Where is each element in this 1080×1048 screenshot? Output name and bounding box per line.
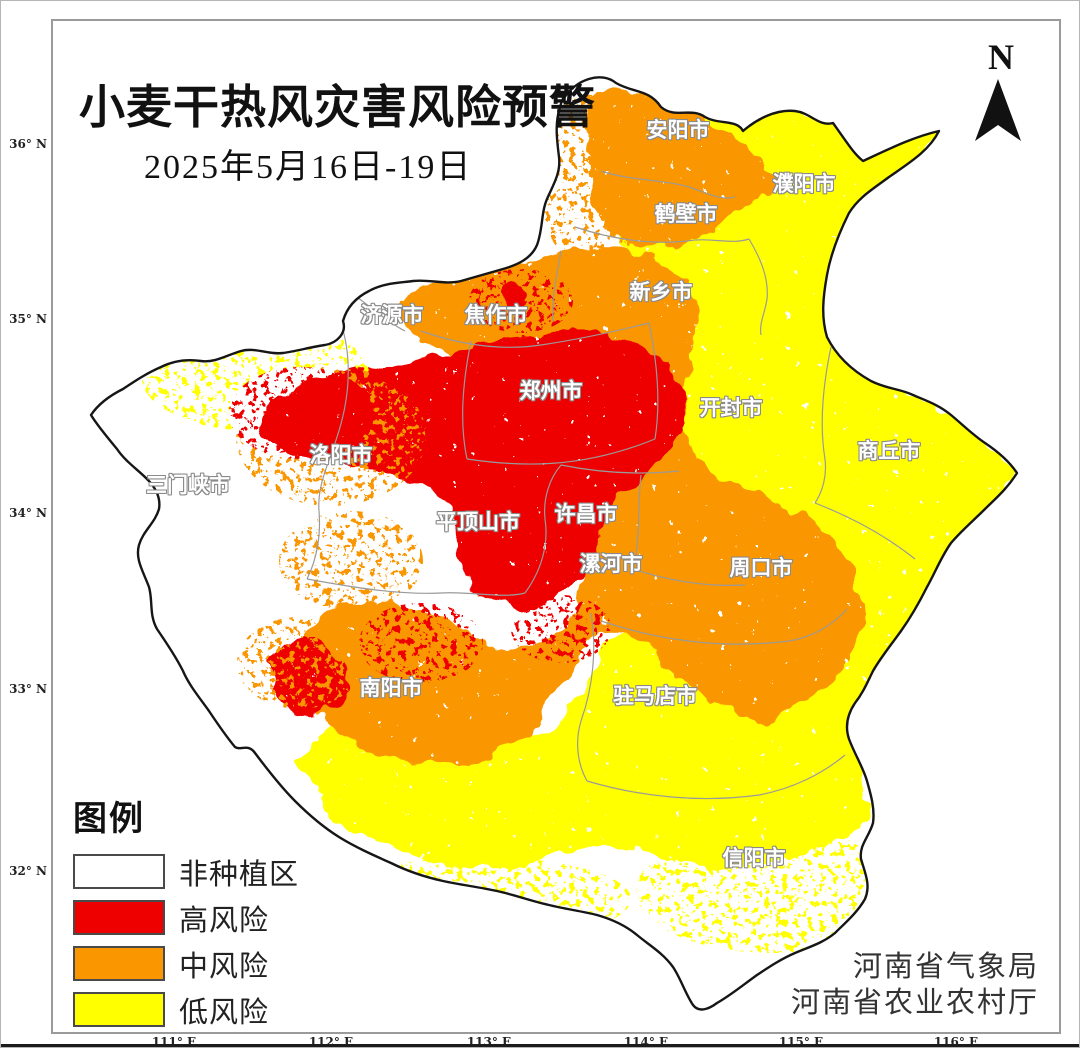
legend-swatch-high bbox=[73, 900, 165, 935]
date-range: 2025年5月16日-19日 bbox=[144, 149, 473, 186]
lat-label-36n: 36° N bbox=[9, 137, 47, 151]
legend-swatch-mid bbox=[73, 946, 165, 981]
speckle-low-xinyang bbox=[636, 829, 906, 953]
speckle-high-nanyang bbox=[359, 603, 483, 683]
speckle-high-jiaozuo bbox=[469, 269, 573, 333]
city-label-jiaozuo: 焦作市 bbox=[464, 304, 528, 327]
city-label-zhoukou: 周口市 bbox=[729, 557, 793, 580]
north-arrow: N bbox=[961, 39, 1041, 75]
speckle-mid-anyang-west bbox=[538, 93, 648, 269]
lat-label-32n: 32° N bbox=[9, 864, 47, 878]
city-label-xinyang: 信阳市 bbox=[722, 847, 786, 870]
legend-swatch-nonplanting bbox=[73, 854, 165, 889]
speckle-low-nanyang-south bbox=[331, 857, 631, 941]
legend-label-nonplanting: 非种植区 bbox=[179, 858, 300, 891]
lat-label-35n: 35° N bbox=[9, 312, 47, 326]
city-label-zhengzhou: 郑州市 bbox=[519, 380, 583, 403]
city-label-luoyang: 洛阳市 bbox=[309, 444, 373, 467]
attribution-line-1: 河南省气象局 bbox=[852, 951, 1039, 983]
city-label-hebi: 鹤壁市 bbox=[654, 203, 718, 226]
city-label-puyang: 濮阳市 bbox=[772, 173, 836, 196]
city-label-shangqiu: 商丘市 bbox=[857, 440, 921, 463]
legend-row-low: 低风险 bbox=[73, 992, 299, 1029]
city-label-kaifeng: 开封市 bbox=[699, 397, 763, 420]
legend-row-high: 高风险 bbox=[73, 900, 299, 937]
city-label-nanyang: 南阳市 bbox=[359, 677, 423, 700]
image-bottom-edge bbox=[1, 1044, 1079, 1047]
legend-row-mid: 中风险 bbox=[73, 946, 299, 983]
page-title: 小麦干热风灾害风险预警 bbox=[79, 81, 596, 133]
lat-label-33n: 33° N bbox=[9, 682, 47, 696]
legend: 图例 非种植区 高风险 中风险 低风险 bbox=[73, 791, 299, 1038]
attribution-line-2: 河南省农业农村厅 bbox=[790, 987, 1039, 1020]
legend-swatch-low bbox=[73, 992, 165, 1027]
legend-label-low: 低风险 bbox=[179, 996, 270, 1029]
risk-region-low-east bbox=[601, 102, 1017, 696]
city-label-sanmenxia: 三门峡市 bbox=[146, 474, 230, 497]
city-label-zhumadian: 驻马店市 bbox=[613, 685, 697, 708]
speckle-mid-luoyang-south bbox=[279, 511, 423, 611]
city-label-jiyuan: 济源市 bbox=[360, 304, 424, 327]
legend-row-nonplanting: 非种植区 bbox=[73, 854, 299, 891]
speckle-high-xuchang-south bbox=[511, 595, 611, 663]
city-label-xuchang: 许昌市 bbox=[554, 503, 618, 526]
city-label-xinxiang: 新乡市 bbox=[629, 281, 693, 304]
legend-label-mid: 中风险 bbox=[179, 950, 270, 983]
lat-label-34n: 34° N bbox=[9, 506, 47, 520]
legend-label-high: 高风险 bbox=[179, 904, 270, 937]
city-label-luohe: 漯河市 bbox=[579, 553, 643, 576]
north-arrow-icon bbox=[975, 79, 1021, 141]
speckle-mid-nanyang-west bbox=[237, 617, 361, 709]
legend-heading: 图例 bbox=[73, 800, 145, 838]
prefecture-boundaries bbox=[306, 170, 916, 800]
city-label-anyang: 安阳市 bbox=[646, 119, 710, 142]
attribution: 河南省气象局 河南省农业农村厅 bbox=[791, 949, 1039, 1022]
city-label-pingdingshan: 平顶山市 bbox=[436, 511, 520, 534]
north-label: N bbox=[988, 37, 1014, 77]
